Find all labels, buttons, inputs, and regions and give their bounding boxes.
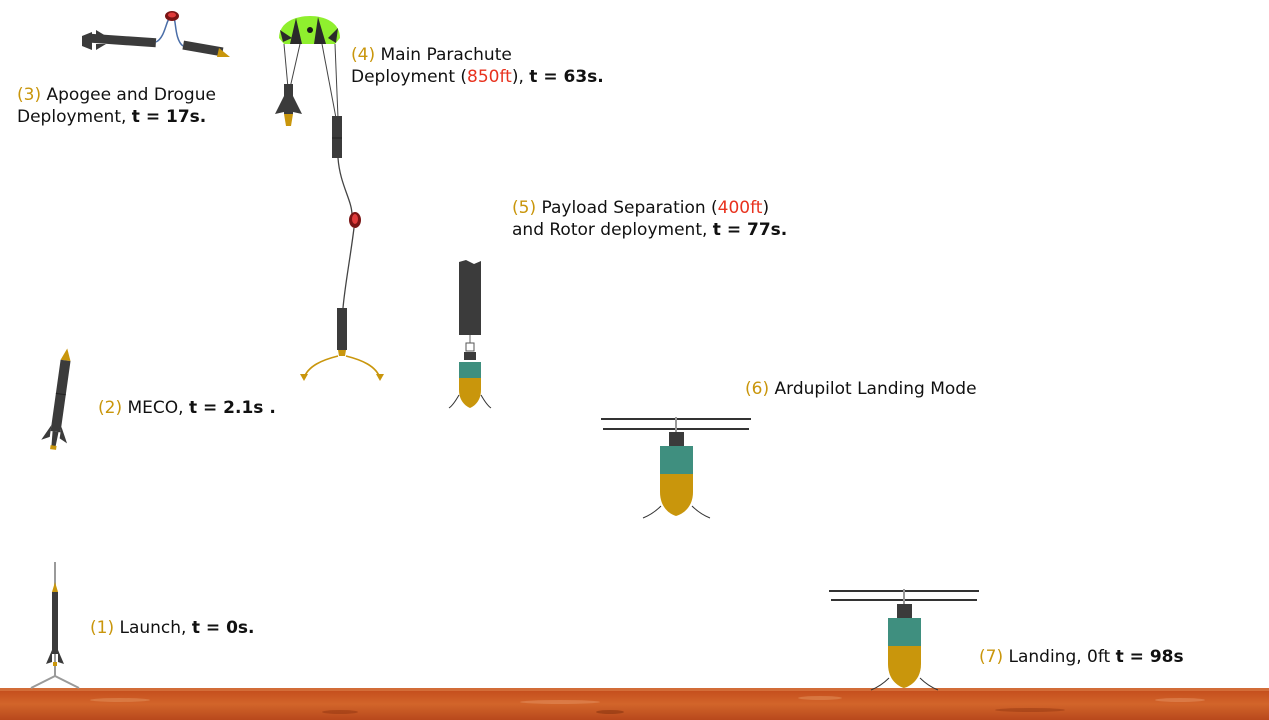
stage-3-label: (3) Apogee and Drogue Deployment, t = 17… (17, 84, 216, 128)
rocket-icon (275, 84, 302, 126)
stage-number: (2) (98, 398, 123, 418)
stage-text: Deployment, (17, 107, 132, 127)
rocket-icon (448, 260, 492, 409)
rocket-icon (41, 348, 71, 450)
stage-number: (1) (90, 618, 115, 638)
stage-2-label: (2) MECO, t = 2.1s . (98, 397, 276, 419)
stage-time: t = 2.1s . (188, 398, 276, 418)
stage-text: MECO, (122, 398, 189, 418)
stage-1-label: (1) Launch, t = 0s. (90, 617, 255, 639)
stage-text: ), (511, 67, 530, 87)
rocket-icon (332, 116, 353, 216)
stage-4-label: (4) Main Parachute Deployment (850ft), t… (351, 44, 604, 88)
stage-number: (4) (351, 45, 376, 65)
stage-altitude: 400ft (717, 198, 763, 218)
stage-text: Main Parachute (375, 45, 512, 65)
drone-rotor-icon (601, 417, 751, 519)
stage-text: Launch, (114, 618, 192, 638)
stage-text: and Rotor deployment, (512, 220, 713, 240)
drone-rotor-icon (829, 589, 979, 691)
stage-text: ) (762, 198, 770, 218)
stage-time: t = 98s (1115, 647, 1184, 667)
stage-number: (3) (17, 85, 42, 105)
stage-number: (5) (512, 198, 537, 218)
stage-time: t = 17s. (131, 107, 207, 127)
stage-text: Landing, 0ft (1003, 647, 1116, 667)
stage-text: Apogee and Drogue (41, 85, 216, 105)
stage-6-label: (6) Ardupilot Landing Mode (745, 378, 977, 400)
stage-number: (7) (979, 647, 1004, 667)
stage-time: t = 77s. (712, 220, 788, 240)
stage-text: Ardupilot Landing Mode (769, 379, 977, 399)
stage-7-label: (7) Landing, 0ft t = 98s (979, 646, 1184, 668)
stage-time: t = 63s. (529, 67, 604, 87)
stage-altitude: 850ft (467, 67, 512, 87)
parachute-icon (279, 16, 340, 119)
rocket-icon (30, 562, 80, 689)
stage-time: t = 0s. (191, 618, 255, 638)
stage-text: Deployment ( (351, 67, 468, 87)
stage-5-label: (5) Payload Separation (400ft) and Rotor… (512, 197, 787, 241)
parachute-icon (165, 11, 179, 21)
stage-text: Payload Separation ( (536, 198, 718, 218)
stage-number: (6) (745, 379, 770, 399)
rocket-icon (337, 308, 347, 356)
parachute-icon (342, 212, 361, 309)
separation-arrows (300, 355, 384, 381)
rocket-icon (82, 17, 230, 57)
mars-ground (0, 688, 1269, 720)
